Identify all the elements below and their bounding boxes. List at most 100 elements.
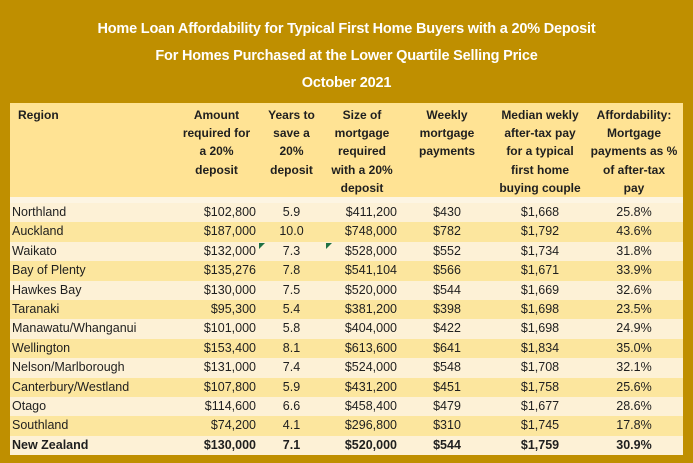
cell-region[interactable]: Waikato [10,241,175,262]
cell-years[interactable]: 5.9 [258,377,325,398]
cell-region[interactable]: Northland [10,203,175,223]
cell-median[interactable]: $1,759 [495,435,585,456]
cell-region[interactable]: Bay of Plenty [10,261,175,281]
cell-weekly[interactable]: $451 [399,377,495,398]
cell-size[interactable]: $520,000 [325,280,399,301]
cell-region[interactable]: Nelson/Marlborough [10,358,175,378]
cell-median[interactable]: $1,698 [495,300,585,320]
cell-size[interactable]: $458,400 [325,397,399,417]
header-years[interactable]: Years to save a 20% deposit [258,103,325,198]
cell-years[interactable]: 7.8 [258,261,325,281]
cell-amount[interactable]: $107,800 [175,377,258,398]
cell-pct[interactable]: 28.6% [585,397,683,417]
cell-size[interactable]: $404,000 [325,319,399,339]
cell-weekly[interactable]: $566 [399,261,495,281]
cell-pct[interactable]: 30.9% [585,435,683,456]
cell-weekly[interactable]: $544 [399,280,495,301]
cell-amount[interactable]: $153,400 [175,338,258,359]
cell-pct[interactable]: 33.9% [585,261,683,281]
cell-size[interactable]: $748,000 [325,222,399,242]
cell-pct[interactable]: 25.8% [585,203,683,223]
cell-years[interactable]: 7.4 [258,358,325,378]
cell-median[interactable]: $1,669 [495,280,585,301]
cell-amount[interactable]: $132,000 [175,241,258,262]
cell-amount[interactable]: $135,276 [175,261,258,281]
cell-weekly[interactable]: $310 [399,416,495,436]
cell-years[interactable]: 7.3 [258,241,325,262]
cell-weekly[interactable]: $548 [399,358,495,378]
cell-pct[interactable]: 25.6% [585,377,683,398]
cell-region[interactable]: Manawatu/Whanganui [10,319,175,339]
cell-amount[interactable]: $114,600 [175,397,258,417]
cell-size[interactable]: $381,200 [325,300,399,320]
cell-years[interactable]: 4.1 [258,416,325,436]
cell-amount[interactable]: $101,000 [175,319,258,339]
cell-years[interactable]: 5.4 [258,300,325,320]
table-row: Auckland $187,000 10.0 $748,000 $782 $1,792 43… [10,222,683,242]
cell-size[interactable]: $528,000 [325,241,399,262]
cell-size[interactable]: $296,800 [325,416,399,436]
cell-weekly[interactable]: $544 [399,435,495,456]
cell-size[interactable]: $431,200 [325,377,399,398]
cell-pct[interactable]: 43.6% [585,222,683,242]
cell-weekly[interactable]: $552 [399,241,495,262]
cell-median[interactable]: $1,668 [495,203,585,223]
header-weekly[interactable]: Weekly mortgage payments [399,103,495,198]
header-size[interactable]: Size of mortgage required with a 20% dep… [325,103,399,198]
header-pct[interactable]: Affordability: Mortgage payments as % of… [585,103,683,198]
cell-pct[interactable]: 32.6% [585,280,683,301]
cell-amount[interactable]: $187,000 [175,222,258,242]
cell-years[interactable]: 8.1 [258,338,325,359]
cell-size[interactable]: $520,000 [325,435,399,456]
cell-region[interactable]: Taranaki [10,300,175,320]
cell-amount[interactable]: $95,300 [175,300,258,320]
cell-pct[interactable]: 32.1% [585,358,683,378]
cell-weekly[interactable]: $641 [399,338,495,359]
cell-amount[interactable]: $74,200 [175,416,258,436]
cell-region[interactable]: Southland [10,416,175,436]
cell-region[interactable]: Otago [10,397,175,417]
cell-pct[interactable]: 23.5% [585,300,683,320]
cell-size[interactable]: $541,104 [325,261,399,281]
cell-weekly[interactable]: $430 [399,203,495,223]
cell-years[interactable]: 5.8 [258,319,325,339]
cell-weekly[interactable]: $398 [399,300,495,320]
cell-region[interactable]: New Zealand [10,435,175,456]
cell-weekly[interactable]: $782 [399,222,495,242]
header-median[interactable]: Median wekly after-tax pay for a typical… [495,103,585,198]
cell-size[interactable]: $613,600 [325,338,399,359]
cell-years[interactable]: 5.9 [258,203,325,223]
cell-pct[interactable]: 35.0% [585,338,683,359]
cell-median[interactable]: $1,792 [495,222,585,242]
cell-median[interactable]: $1,671 [495,261,585,281]
cell-region[interactable]: Hawkes Bay [10,280,175,301]
cell-region[interactable]: Wellington [10,338,175,359]
cell-size[interactable]: $411,200 [325,203,399,223]
cell-years[interactable]: 10.0 [258,222,325,242]
cell-median[interactable]: $1,708 [495,358,585,378]
header-amount[interactable]: Amount required for a 20% deposit [175,103,258,198]
cell-amount[interactable]: $102,800 [175,203,258,223]
cell-region[interactable]: Auckland [10,222,175,242]
cell-median[interactable]: $1,745 [495,416,585,436]
header-row: Region Amount required for a 20% deposit… [10,103,683,198]
cell-amount[interactable]: $131,000 [175,358,258,378]
cell-median[interactable]: $1,758 [495,377,585,398]
cell-years[interactable]: 6.6 [258,397,325,417]
cell-amount[interactable]: $130,000 [175,435,258,456]
cell-size[interactable]: $524,000 [325,358,399,378]
cell-weekly[interactable]: $479 [399,397,495,417]
cell-pct[interactable]: 17.8% [585,416,683,436]
cell-region[interactable]: Canterbury/Westland [10,377,175,398]
cell-years[interactable]: 7.1 [258,435,325,456]
cell-pct[interactable]: 31.8% [585,241,683,262]
cell-years[interactable]: 7.5 [258,280,325,301]
cell-median[interactable]: $1,677 [495,397,585,417]
cell-median[interactable]: $1,698 [495,319,585,339]
cell-weekly[interactable]: $422 [399,319,495,339]
cell-amount[interactable]: $130,000 [175,280,258,301]
header-region[interactable]: Region [10,103,175,198]
cell-median[interactable]: $1,734 [495,241,585,262]
cell-median[interactable]: $1,834 [495,338,585,359]
cell-pct[interactable]: 24.9% [585,319,683,339]
